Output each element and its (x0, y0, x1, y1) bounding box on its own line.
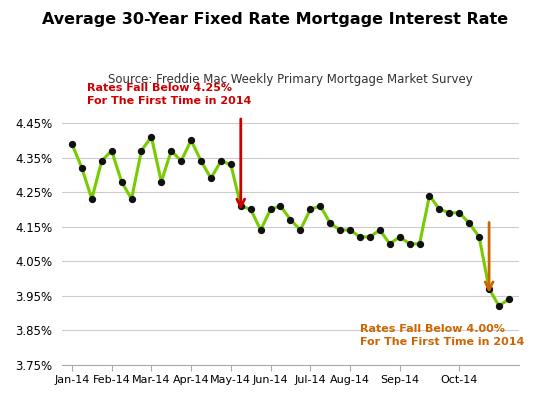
Point (137, 148, 146, 154)
Point (415, 241, 424, 247)
Text: Rates Fall Below 4.00%
For The First Time in 2014: Rates Fall Below 4.00% For The First Tim… (360, 324, 524, 347)
Point (345, 227, 354, 233)
Point (236, 203, 245, 209)
Point (296, 227, 305, 233)
Point (177, 158, 185, 164)
Point (78, 165, 86, 171)
Title: Source: Freddie Mac Weekly Primary Mortgage Market Survey: Source: Freddie Mac Weekly Primary Mortg… (108, 73, 473, 86)
Point (157, 178, 166, 185)
Point (68, 140, 76, 147)
Point (97, 158, 106, 164)
Text: Average 30-Year Fixed Rate Mortgage Interest Rate: Average 30-Year Fixed Rate Mortgage Inte… (42, 12, 508, 27)
Point (445, 210, 454, 216)
Point (386, 241, 394, 247)
Point (256, 227, 265, 233)
Point (475, 234, 483, 240)
Point (227, 161, 235, 168)
Point (366, 234, 375, 240)
Point (107, 148, 116, 154)
Point (494, 303, 503, 309)
Point (117, 178, 126, 185)
Point (246, 206, 255, 212)
Point (485, 286, 493, 292)
Point (127, 196, 136, 202)
Point (326, 220, 334, 226)
Point (425, 192, 434, 199)
Point (306, 206, 315, 212)
Point (197, 158, 206, 164)
Point (395, 234, 404, 240)
Point (376, 227, 384, 233)
Point (504, 296, 513, 302)
Point (455, 210, 464, 216)
Point (336, 227, 344, 233)
Point (217, 158, 226, 164)
Point (465, 220, 474, 226)
Point (147, 134, 156, 140)
Point (405, 241, 414, 247)
Point (167, 148, 175, 154)
Point (87, 196, 96, 202)
Point (286, 216, 295, 223)
Point (186, 137, 195, 144)
Point (435, 206, 444, 212)
Point (207, 175, 216, 182)
Point (266, 206, 275, 212)
Point (276, 203, 285, 209)
Point (316, 203, 324, 209)
Text: Rates Fall Below 4.25%
For The First Time in 2014: Rates Fall Below 4.25% For The First Tim… (87, 83, 251, 106)
Point (355, 234, 364, 240)
